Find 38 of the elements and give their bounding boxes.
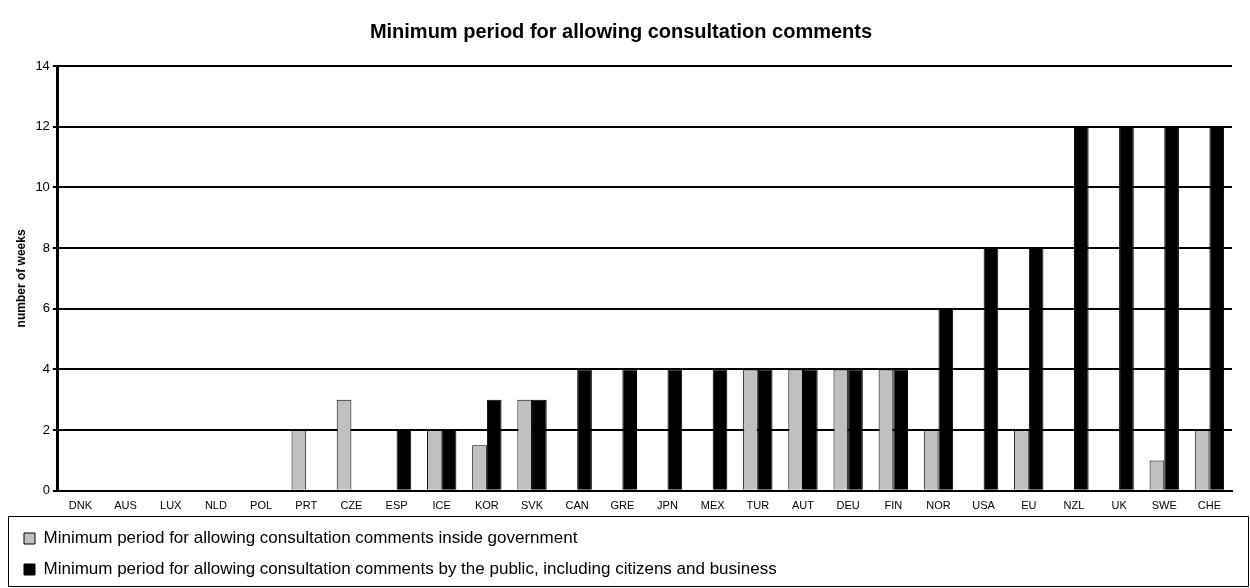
x-tick-label: NLD bbox=[204, 499, 227, 512]
y-tick-label: 12 bbox=[35, 118, 50, 134]
legend-label: Minimum period for allowing consultation comments inside government bbox=[43, 528, 578, 548]
y-axis-title: number of weeks bbox=[13, 229, 28, 328]
y-tick-label: 6 bbox=[42, 300, 50, 316]
x-tick-label: SWE bbox=[1151, 499, 1177, 512]
x-tick-label: SVK bbox=[521, 499, 544, 512]
x-tick-label: TUR bbox=[746, 499, 770, 512]
x-tick-label: EU bbox=[1021, 499, 1037, 512]
x-tick-label: ICE bbox=[432, 499, 451, 512]
x-tick-label: DEU bbox=[836, 499, 860, 512]
x-tick-label: CZE bbox=[340, 499, 363, 512]
x-tick-label: NZL bbox=[1063, 499, 1085, 512]
x-tick-label: KOR bbox=[474, 499, 499, 512]
y-tick-label: 14 bbox=[35, 57, 50, 73]
y-tick-label: 4 bbox=[42, 361, 50, 377]
x-tick-label: FIN bbox=[884, 499, 903, 512]
chart-title: Minimum period for allowing consultation comments bbox=[369, 19, 873, 42]
x-tick-label: AUT bbox=[791, 499, 815, 512]
x-tick-label: JPN bbox=[657, 499, 678, 512]
y-tick-label: 2 bbox=[42, 421, 50, 437]
x-tick-label: UK bbox=[1111, 499, 1128, 512]
x-tick-label: DNK bbox=[68, 499, 93, 512]
x-tick-label: USA bbox=[972, 499, 996, 512]
x-tick-label: MEX bbox=[700, 499, 726, 512]
x-tick-label: PRT bbox=[295, 499, 318, 512]
x-tick-label: GRE bbox=[610, 499, 635, 512]
x-tick-label: POL bbox=[250, 499, 273, 512]
y-tick-label: 10 bbox=[35, 178, 50, 194]
x-tick-label: CAN bbox=[565, 499, 589, 512]
x-tick-label: LUX bbox=[160, 499, 183, 512]
y-tick-label: 0 bbox=[42, 482, 50, 498]
x-tick-label: CHE bbox=[1197, 499, 1222, 512]
y-tick-label: 8 bbox=[42, 239, 50, 255]
legend-label: Minimum period for allowing consultation comments by the public, including citizens and business bbox=[43, 559, 777, 579]
x-tick-label: ESP bbox=[385, 499, 408, 512]
x-tick-label: NOR bbox=[926, 499, 951, 512]
x-tick-label: AUS bbox=[114, 499, 137, 512]
